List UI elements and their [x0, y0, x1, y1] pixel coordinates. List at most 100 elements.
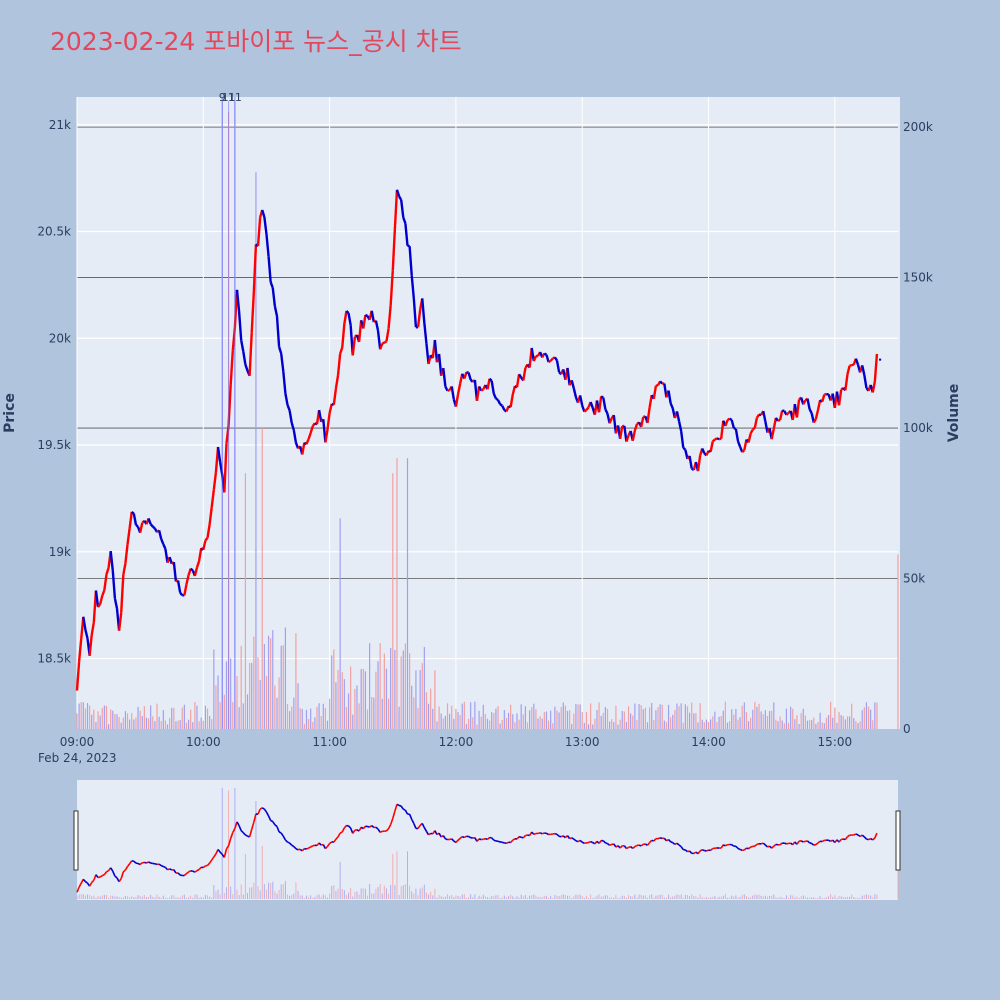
price-segment	[597, 396, 603, 413]
slider-volume-bar	[821, 897, 823, 899]
price-segment	[334, 375, 340, 389]
price-segment	[204, 537, 209, 542]
volume-bar	[164, 720, 167, 729]
slider-price-segment	[248, 829, 253, 838]
slider-volume-bar	[215, 891, 217, 899]
slider-price-segment	[389, 818, 394, 825]
slider-volume-bar	[369, 883, 371, 899]
slider-price-segment	[764, 844, 769, 848]
volume-bar	[766, 715, 769, 729]
slider-volume-bar	[327, 897, 329, 899]
price-segment	[256, 217, 262, 247]
volume-bar	[773, 702, 775, 729]
price-segment	[851, 363, 855, 367]
volume-bar	[211, 719, 213, 729]
volume-bar	[556, 710, 558, 729]
slider-volume-bar	[352, 896, 354, 899]
range-slider-background[interactable]	[77, 780, 898, 900]
slider-price-segment	[177, 872, 181, 876]
slider-price-segment	[806, 840, 811, 844]
slider-price-segment	[371, 824, 375, 829]
slider-price-segment	[160, 864, 164, 868]
volume-bar	[781, 720, 783, 729]
volume-bar	[680, 703, 682, 729]
slider-volume-bar	[430, 891, 432, 899]
slider-price-segment	[632, 845, 636, 849]
price-segment	[113, 598, 119, 609]
range-slider-right-handle[interactable]	[895, 810, 901, 871]
price-segment	[389, 270, 394, 306]
range-slider-left-handle[interactable]	[73, 810, 79, 871]
price-axis-title: Price	[2, 393, 18, 433]
volume-bar	[185, 722, 188, 729]
slider-price-segment	[573, 838, 577, 842]
price-segment	[570, 380, 575, 389]
volume-bar	[787, 722, 790, 729]
slider-price-segment	[337, 832, 341, 838]
volume-bar	[160, 721, 162, 729]
volume-bar	[432, 708, 434, 729]
price-segment	[795, 399, 801, 418]
price-segment	[447, 388, 450, 392]
volume-bar	[533, 703, 535, 729]
slider-volume-bar	[204, 894, 206, 899]
volume-bar	[581, 712, 583, 729]
price-segment	[370, 310, 376, 323]
price-segment	[762, 410, 767, 422]
volume-bar	[89, 705, 91, 729]
price-segment	[391, 228, 397, 271]
slider-volume-bar	[505, 897, 507, 899]
volume-bar	[375, 671, 377, 729]
volume-bar	[423, 647, 425, 729]
price-segment	[147, 518, 152, 525]
slider-volume-bar	[379, 883, 381, 899]
slider-price-segment	[240, 830, 244, 834]
slider-price-segment	[278, 831, 282, 834]
slider-volume-bar	[390, 884, 392, 899]
price-segment	[547, 359, 552, 364]
volume-bar	[674, 709, 676, 729]
slider-price-segment	[451, 838, 455, 842]
range-slider-preview	[76, 787, 899, 899]
price-segment	[714, 437, 718, 441]
slider-volume-bar	[508, 896, 510, 899]
slider-volume-bar	[828, 896, 830, 899]
price-segment	[280, 353, 285, 372]
volume-bar	[688, 712, 691, 729]
slider-volume-bar	[320, 896, 322, 899]
slider-volume-bar	[89, 894, 91, 899]
time-tick-label: 11:00	[312, 735, 347, 749]
slider-price-segment	[674, 842, 678, 846]
volume-bar	[335, 682, 337, 729]
slider-volume-bar	[815, 898, 817, 899]
slider-volume-bar	[160, 897, 162, 899]
slider-volume-bar	[261, 846, 263, 899]
slider-volume-bar	[790, 895, 792, 899]
volume-bar	[434, 670, 436, 729]
volume-bar	[354, 688, 356, 729]
volume-bar	[455, 708, 457, 729]
price-segment	[589, 401, 594, 409]
volume-bar	[682, 722, 684, 729]
price-segment	[532, 355, 538, 362]
volume-bar	[554, 706, 556, 729]
price-segment	[387, 305, 392, 329]
price-segment	[235, 289, 241, 312]
volume-bar	[701, 719, 703, 729]
volume-bar	[267, 635, 270, 729]
volume-bar	[493, 712, 495, 729]
slider-price-segment	[516, 836, 520, 840]
price-segment	[682, 446, 687, 451]
volume-bar	[411, 685, 413, 729]
slider-price-segment	[219, 851, 223, 855]
volume-bar	[754, 701, 756, 729]
slider-volume-bar	[457, 896, 459, 899]
slider-volume-bar	[846, 896, 848, 899]
slider-price-segment	[571, 837, 575, 840]
slider-volume-bar	[280, 884, 282, 899]
volume-bar	[270, 638, 272, 729]
slider-volume-bar	[451, 894, 453, 899]
volume-bar	[383, 653, 385, 729]
price-segment	[223, 443, 228, 493]
annotation-label: 9	[219, 91, 226, 104]
